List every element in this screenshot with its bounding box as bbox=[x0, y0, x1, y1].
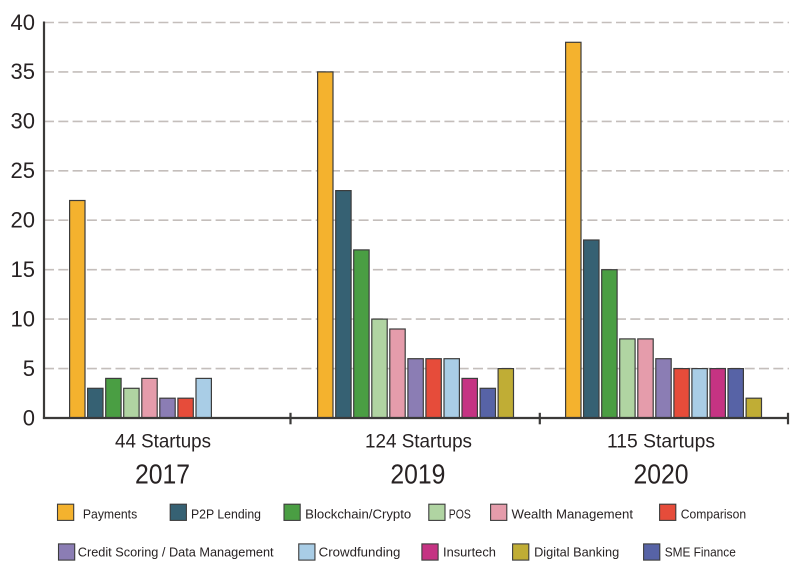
svg-text:115 Startups: 115 Startups bbox=[607, 431, 715, 453]
svg-text:10: 10 bbox=[11, 306, 35, 331]
svg-text:2019: 2019 bbox=[390, 458, 445, 489]
svg-text:35: 35 bbox=[11, 59, 35, 84]
svg-text:Crowdfunding: Crowdfunding bbox=[319, 544, 401, 559]
svg-text:20: 20 bbox=[11, 208, 35, 233]
svg-text:P2P Lending: P2P Lending bbox=[191, 507, 261, 522]
svg-text:Credit Scoring / Data Manageme: Credit Scoring / Data Management bbox=[78, 544, 274, 559]
svg-text:Digital Banking: Digital Banking bbox=[534, 544, 619, 559]
svg-text:44 Startups: 44 Startups bbox=[115, 431, 211, 453]
svg-text:40: 40 bbox=[11, 10, 35, 35]
svg-text:Blockchain/Crypto: Blockchain/Crypto bbox=[305, 507, 411, 522]
svg-text:2017: 2017 bbox=[135, 458, 190, 489]
svg-text:Payments: Payments bbox=[83, 507, 137, 522]
svg-text:15: 15 bbox=[11, 257, 35, 282]
svg-text:SME Finance: SME Finance bbox=[665, 544, 736, 559]
svg-text:2020: 2020 bbox=[634, 458, 689, 489]
svg-text:5: 5 bbox=[23, 356, 35, 381]
svg-text:Comparison: Comparison bbox=[681, 507, 746, 522]
svg-text:25: 25 bbox=[11, 158, 35, 183]
svg-text:0: 0 bbox=[23, 405, 35, 430]
svg-text:Wealth Management: Wealth Management bbox=[512, 507, 634, 522]
svg-text:124 Startups: 124 Startups bbox=[365, 431, 472, 453]
svg-text:POS: POS bbox=[449, 507, 471, 522]
svg-text:30: 30 bbox=[11, 109, 35, 134]
svg-text:Insurtech: Insurtech bbox=[443, 544, 496, 559]
